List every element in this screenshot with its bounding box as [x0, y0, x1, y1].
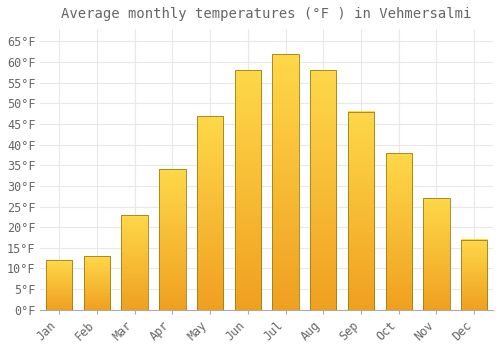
Bar — [461, 239, 487, 310]
Bar — [159, 169, 186, 310]
Bar — [122, 215, 148, 310]
Bar — [197, 116, 224, 310]
Bar — [348, 112, 374, 310]
Bar — [234, 70, 261, 310]
Bar — [386, 153, 412, 310]
Title: Average monthly temperatures (°F ) in Vehmersalmi: Average monthly temperatures (°F ) in Ve… — [62, 7, 472, 21]
Bar — [424, 198, 450, 310]
Bar — [310, 70, 336, 310]
Bar — [272, 54, 299, 310]
Bar — [46, 260, 72, 310]
Bar — [84, 256, 110, 310]
